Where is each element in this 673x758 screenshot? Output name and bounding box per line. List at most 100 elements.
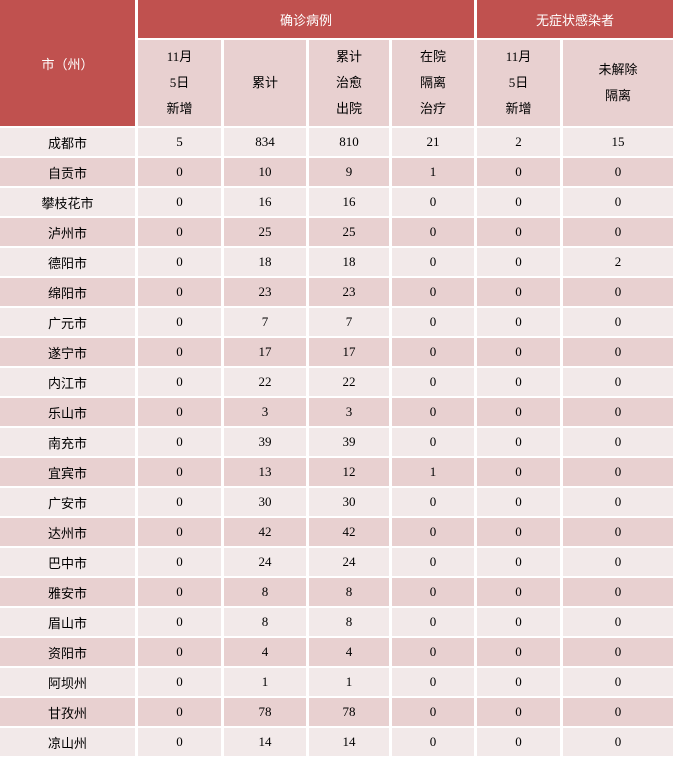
value-cell: 24: [224, 548, 309, 578]
value-cell: 0: [392, 698, 478, 728]
value-cell: 8: [309, 608, 392, 638]
value-cell: 0: [563, 698, 673, 728]
value-cell: 4: [224, 638, 309, 668]
value-cell: 0: [392, 728, 478, 758]
value-cell: 42: [309, 518, 392, 548]
value-cell: 21: [392, 128, 478, 158]
value-cell: 0: [138, 218, 224, 248]
table-row: 乐山市 0 3 3 0 0 0: [0, 398, 673, 428]
value-cell: 78: [224, 698, 309, 728]
city-cell: 宜宾市: [0, 458, 138, 488]
value-cell: 0: [392, 518, 478, 548]
city-cell: 自贡市: [0, 158, 138, 188]
value-cell: 0: [138, 578, 224, 608]
city-cell: 泸州市: [0, 218, 138, 248]
value-cell: 0: [563, 368, 673, 398]
value-cell: 0: [563, 458, 673, 488]
value-cell: 0: [477, 548, 564, 578]
value-cell: 0: [392, 398, 478, 428]
value-cell: 22: [309, 368, 392, 398]
value-cell: 0: [138, 188, 224, 218]
city-cell: 广安市: [0, 488, 138, 518]
value-cell: 18: [309, 248, 392, 278]
value-cell: 0: [563, 218, 673, 248]
value-cell: 17: [224, 338, 309, 368]
city-cell: 眉山市: [0, 608, 138, 638]
value-cell: 0: [138, 488, 224, 518]
value-cell: 0: [477, 308, 564, 338]
value-cell: 0: [392, 338, 478, 368]
table-row: 德阳市 0 18 18 0 0 2: [0, 248, 673, 278]
value-cell: 4: [309, 638, 392, 668]
value-cell: 0: [138, 398, 224, 428]
city-cell: 乐山市: [0, 398, 138, 428]
city-cell: 德阳市: [0, 248, 138, 278]
table-row: 宜宾市 0 13 12 1 0 0: [0, 458, 673, 488]
table-row: 广元市 0 7 7 0 0 0: [0, 308, 673, 338]
value-cell: 39: [224, 428, 309, 458]
value-cell: 0: [477, 218, 564, 248]
value-cell: 0: [563, 578, 673, 608]
value-cell: 0: [392, 548, 478, 578]
value-cell: 0: [138, 698, 224, 728]
city-cell: 内江市: [0, 368, 138, 398]
value-cell: 0: [477, 638, 564, 668]
table-body: 成都市 5 834 810 21 2 15 自贡市 0 10 9 1 0 0 攀枝花市 0 16 16 0 0 0 泸州市…: [0, 128, 673, 758]
city-cell: 成都市: [0, 128, 138, 158]
value-cell: 0: [138, 668, 224, 698]
table-row: 自贡市 0 10 9 1 0 0: [0, 158, 673, 188]
table-row: 遂宁市 0 17 17 0 0 0: [0, 338, 673, 368]
value-cell: 0: [392, 308, 478, 338]
value-cell: 16: [309, 188, 392, 218]
city-cell: 资阳市: [0, 638, 138, 668]
value-cell: 16: [224, 188, 309, 218]
table-row: 南充市 0 39 39 0 0 0: [0, 428, 673, 458]
value-cell: 14: [224, 728, 309, 758]
table-row: 成都市 5 834 810 21 2 15: [0, 128, 673, 158]
value-cell: 0: [392, 608, 478, 638]
header-asymptomatic-still-isolated: 未解除 隔离: [563, 40, 673, 128]
city-cell: 广元市: [0, 308, 138, 338]
header-group-row: 市（州） 确诊病例 无症状感染者: [0, 0, 673, 128]
table-row: 凉山州 0 14 14 0 0 0: [0, 728, 673, 758]
value-cell: 0: [563, 488, 673, 518]
value-cell: 0: [563, 728, 673, 758]
value-cell: 0: [563, 278, 673, 308]
value-cell: 0: [138, 368, 224, 398]
value-cell: 0: [138, 518, 224, 548]
value-cell: 23: [224, 278, 309, 308]
value-cell: 14: [309, 728, 392, 758]
value-cell: 0: [138, 638, 224, 668]
table-row: 眉山市 0 8 8 0 0 0: [0, 608, 673, 638]
value-cell: 0: [392, 278, 478, 308]
value-cell: 8: [224, 608, 309, 638]
value-cell: 10: [224, 158, 309, 188]
value-cell: 0: [477, 698, 564, 728]
header-confirmed-cured-discharged: 累计 治愈 出院: [309, 40, 392, 128]
value-cell: 22: [224, 368, 309, 398]
value-cell: 0: [477, 278, 564, 308]
value-cell: 834: [224, 128, 309, 158]
value-cell: 3: [224, 398, 309, 428]
table-row: 攀枝花市 0 16 16 0 0 0: [0, 188, 673, 218]
value-cell: 25: [224, 218, 309, 248]
header-group-confirmed-cases: 确诊病例: [138, 0, 478, 40]
value-cell: 0: [477, 248, 564, 278]
value-cell: 23: [309, 278, 392, 308]
header-confirmed-cumulative: 累计: [224, 40, 309, 128]
value-cell: 0: [392, 248, 478, 278]
value-cell: 42: [224, 518, 309, 548]
value-cell: 0: [477, 368, 564, 398]
value-cell: 9: [309, 158, 392, 188]
value-cell: 0: [477, 338, 564, 368]
value-cell: 0: [477, 458, 564, 488]
value-cell: 0: [477, 578, 564, 608]
value-cell: 0: [138, 338, 224, 368]
value-cell: 0: [392, 578, 478, 608]
value-cell: 1: [392, 458, 478, 488]
header-sub-row: 11月 5日 新增 累计 累计 治愈 出院 在院 隔离 治疗 11月 5日 新增…: [0, 40, 673, 128]
value-cell: 24: [309, 548, 392, 578]
value-cell: 0: [392, 488, 478, 518]
table-header: 市（州） 确诊病例 无症状感染者 11月 5日 新增 累计 累计 治愈 出院 在…: [0, 0, 673, 128]
